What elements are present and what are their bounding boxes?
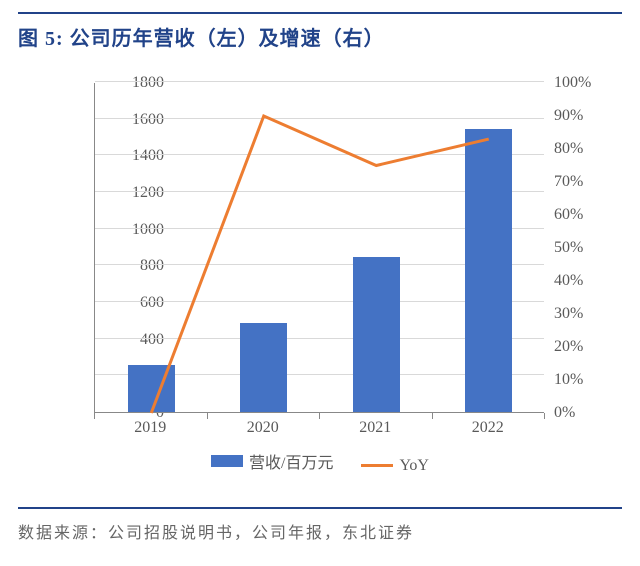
data-source: 数据来源：公司招股说明书，公司年报，东北证券: [18, 507, 622, 543]
x-label-1: 2020: [247, 419, 279, 437]
x-tick: [319, 413, 320, 419]
y-right-tick-2: 20%: [554, 338, 583, 356]
legend-item-bars: 营收/百万元: [211, 449, 333, 473]
y-right-tick-9: 90%: [554, 107, 583, 125]
plot-area: [94, 83, 544, 413]
x-tick: [94, 413, 95, 419]
x-tick: [207, 413, 208, 419]
grid-line: [95, 81, 544, 82]
chart-title: 图 5: 公司历年营收（左）及增速（右）: [18, 12, 622, 59]
x-label-3: 2022: [472, 419, 504, 437]
x-tick: [432, 413, 433, 419]
y-right-tick-1: 10%: [554, 371, 583, 389]
y-right-tick-6: 60%: [554, 206, 583, 224]
y-right-tick-3: 30%: [554, 305, 583, 323]
legend-swatch-line-icon: [361, 464, 393, 467]
y-right-tick-10: 100%: [554, 74, 591, 92]
legend-label-bars: 营收/百万元: [249, 449, 333, 473]
legend-item-line: YoY: [361, 457, 429, 475]
y-right-tick-4: 40%: [554, 272, 583, 290]
y-right-tick-5: 50%: [554, 239, 583, 257]
x-label-0: 2019: [134, 419, 166, 437]
x-label-2: 2021: [359, 419, 391, 437]
y-right-tick-7: 70%: [554, 173, 583, 191]
y-right-tick-0: 0%: [554, 404, 575, 422]
chart-area: 0 200 400 600 800 1000 1200 1400 1600 18…: [18, 65, 622, 495]
x-tick: [544, 413, 545, 419]
y-right-tick-8: 80%: [554, 140, 583, 158]
legend: 营收/百万元 YoY: [18, 449, 622, 475]
legend-swatch-bar-icon: [211, 455, 243, 467]
legend-label-line: YoY: [399, 457, 429, 475]
yoy-line: [95, 83, 545, 413]
